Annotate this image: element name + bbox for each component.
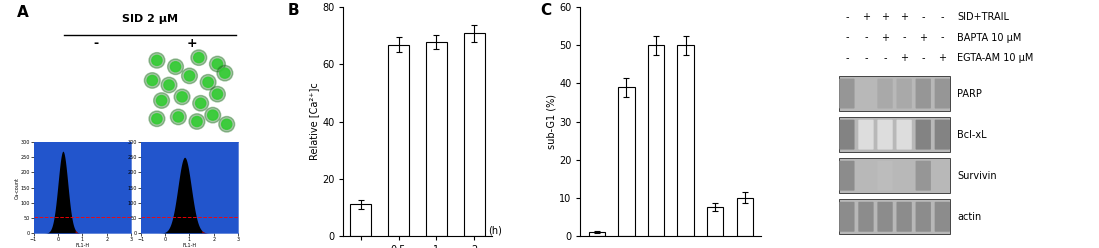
FancyBboxPatch shape <box>840 79 855 109</box>
FancyBboxPatch shape <box>915 161 931 191</box>
Text: Bcl-xL: Bcl-xL <box>957 130 987 140</box>
Text: +: + <box>900 53 908 63</box>
Bar <box>840 117 950 152</box>
Text: +: + <box>862 12 870 22</box>
Text: +: + <box>187 37 197 50</box>
Text: BAPTA 10 μM: BAPTA 10 μM <box>957 32 1022 43</box>
Text: Survivin: Survivin <box>957 171 997 181</box>
Bar <box>464 33 485 236</box>
Bar <box>677 45 693 236</box>
FancyBboxPatch shape <box>840 120 855 150</box>
FancyBboxPatch shape <box>840 202 855 232</box>
Bar <box>351 204 371 236</box>
Text: -: - <box>864 53 868 63</box>
FancyBboxPatch shape <box>840 161 855 191</box>
Bar <box>589 232 604 236</box>
Text: PARP: PARP <box>957 89 983 98</box>
Bar <box>707 207 723 236</box>
Text: +: + <box>939 53 946 63</box>
FancyBboxPatch shape <box>897 202 912 232</box>
Text: SID 2 μM: SID 2 μM <box>122 14 178 24</box>
Text: SID+TRAIL: SID+TRAIL <box>957 12 1009 22</box>
Text: -: - <box>921 12 925 22</box>
Text: B: B <box>287 3 299 18</box>
Bar <box>840 158 950 193</box>
Text: A: A <box>18 5 29 20</box>
FancyBboxPatch shape <box>897 79 912 109</box>
FancyBboxPatch shape <box>934 120 950 150</box>
FancyBboxPatch shape <box>858 202 874 232</box>
Bar <box>736 198 753 236</box>
FancyBboxPatch shape <box>858 120 874 150</box>
Text: -: - <box>845 32 848 43</box>
Y-axis label: Relative [Ca²⁺]ᴄ: Relative [Ca²⁺]ᴄ <box>309 83 320 160</box>
FancyBboxPatch shape <box>877 161 892 191</box>
Text: +: + <box>881 12 889 22</box>
Text: -: - <box>941 12 944 22</box>
Text: -: - <box>884 53 887 63</box>
FancyBboxPatch shape <box>897 120 912 150</box>
Bar <box>426 42 447 236</box>
Bar <box>388 44 409 236</box>
Bar <box>840 199 950 234</box>
Text: -: - <box>941 32 944 43</box>
FancyBboxPatch shape <box>877 79 892 109</box>
Text: actin: actin <box>957 212 981 222</box>
Text: -: - <box>845 12 848 22</box>
Bar <box>619 87 634 236</box>
Text: -: - <box>845 53 848 63</box>
Text: +: + <box>919 32 928 43</box>
Text: EGTA-AM 10 μM: EGTA-AM 10 μM <box>957 53 1034 63</box>
FancyBboxPatch shape <box>915 79 931 109</box>
Text: -: - <box>902 32 906 43</box>
Bar <box>647 45 664 236</box>
FancyBboxPatch shape <box>934 79 950 109</box>
Bar <box>840 76 950 111</box>
Text: (h): (h) <box>488 226 501 236</box>
Text: -: - <box>864 32 868 43</box>
FancyBboxPatch shape <box>915 202 931 232</box>
FancyBboxPatch shape <box>877 120 892 150</box>
Text: +: + <box>881 32 889 43</box>
Text: C: C <box>541 3 552 18</box>
FancyBboxPatch shape <box>915 120 931 150</box>
FancyBboxPatch shape <box>934 202 950 232</box>
FancyBboxPatch shape <box>877 202 892 232</box>
Text: +: + <box>900 12 908 22</box>
Y-axis label: sub-G1 (%): sub-G1 (%) <box>546 94 556 149</box>
Text: -: - <box>93 37 99 50</box>
Text: -: - <box>921 53 925 63</box>
